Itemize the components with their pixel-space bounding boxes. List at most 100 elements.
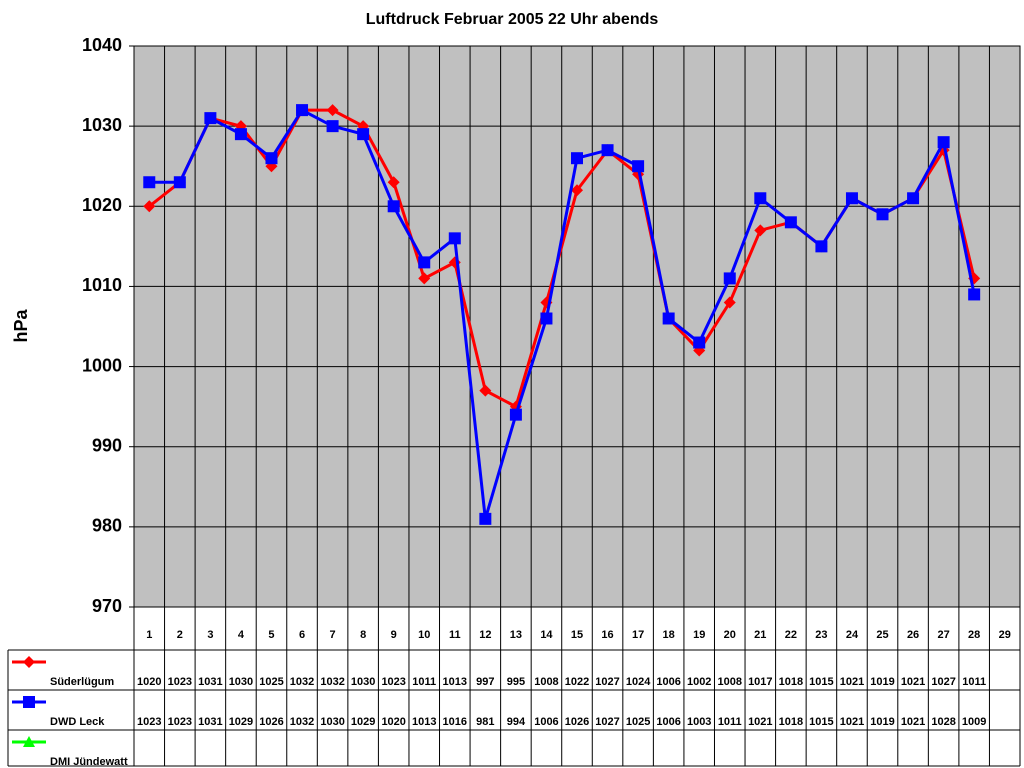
legend-marker [23, 656, 35, 668]
table-value: 1017 [748, 676, 772, 688]
x-tick-label: 28 [968, 629, 980, 641]
x-tick-label: 20 [724, 629, 736, 641]
data-point [326, 120, 339, 133]
table-value: 1020 [137, 676, 161, 688]
table-value: 1021 [901, 676, 925, 688]
table-value: 1013 [412, 716, 436, 728]
data-point [479, 512, 492, 525]
x-tick-label: 22 [785, 629, 797, 641]
data-point [907, 192, 920, 205]
table-value: 1018 [779, 716, 803, 728]
x-tick-label: 24 [846, 629, 859, 641]
data-point [326, 104, 339, 117]
table-value: 1032 [290, 716, 314, 728]
table-value: 1021 [901, 716, 925, 728]
y-tick-label: 1020 [82, 195, 122, 215]
legend-label: Süderlügum [50, 676, 114, 688]
table-value: 1030 [320, 716, 344, 728]
table-value: 1013 [443, 676, 467, 688]
table-value: 1023 [168, 716, 192, 728]
data-point [204, 112, 217, 125]
table-value: 1021 [840, 676, 864, 688]
table-value: 1029 [351, 716, 375, 728]
table-value: 1009 [962, 716, 986, 728]
y-tick-label: 1000 [82, 355, 122, 375]
table-value: 1008 [718, 676, 742, 688]
table-value: 1023 [168, 676, 192, 688]
table-value: 1011 [962, 676, 986, 688]
data-point [968, 288, 981, 301]
data-point [143, 200, 156, 213]
table-value: 1032 [290, 676, 314, 688]
x-tick-label: 27 [937, 629, 949, 641]
legend-label: DMI Jündewatt [50, 756, 128, 768]
data-point [387, 176, 400, 189]
data-point [601, 144, 614, 157]
table-value: 1018 [779, 676, 803, 688]
table-value: 1031 [198, 676, 222, 688]
table-value: 1008 [534, 676, 558, 688]
x-tick-label: 6 [299, 629, 305, 641]
table-value: 1022 [565, 676, 589, 688]
data-point [387, 200, 400, 213]
table-value: 1026 [565, 716, 589, 728]
x-tick-label: 17 [632, 629, 644, 641]
y-tick-label: 1040 [82, 35, 122, 55]
table-value: 1024 [626, 676, 651, 688]
table-value: 1016 [443, 716, 467, 728]
table-value: 1020 [381, 716, 405, 728]
data-point [754, 192, 767, 205]
data-point [540, 312, 553, 325]
table-value: 1030 [229, 676, 253, 688]
plot-area [133, 45, 1021, 608]
table-value: 1002 [687, 676, 711, 688]
legend-marker [23, 696, 35, 708]
table-value: 1003 [687, 716, 711, 728]
data-point [723, 272, 736, 285]
y-tick-label: 990 [92, 435, 122, 455]
table-value: 1019 [870, 716, 894, 728]
legend-marker [23, 736, 35, 747]
data-point [784, 216, 797, 229]
x-tick-label: 23 [815, 629, 827, 641]
y-tick-label: 1010 [82, 275, 122, 295]
table-value: 994 [507, 716, 526, 728]
table-value: 1031 [198, 716, 222, 728]
data-point [509, 408, 522, 421]
data-point [143, 176, 156, 189]
table-value: 1006 [656, 716, 680, 728]
x-tick-label: 26 [907, 629, 919, 641]
table-value: 1021 [748, 716, 772, 728]
x-tick-label: 8 [360, 629, 366, 641]
x-tick-label: 5 [268, 629, 274, 641]
table-value: 995 [507, 676, 525, 688]
data-point [571, 152, 583, 165]
x-tick-label: 25 [876, 629, 888, 641]
data-point [448, 232, 461, 245]
table-value: 981 [476, 716, 494, 728]
data-point [234, 128, 247, 141]
x-tick-label: 10 [418, 629, 430, 641]
table-value: 1027 [595, 716, 619, 728]
x-tick-label: 3 [207, 629, 213, 641]
data-point [937, 136, 950, 149]
data-point [173, 176, 186, 189]
table-value: 1032 [320, 676, 344, 688]
data-point [662, 312, 675, 325]
y-tick-label: 1030 [82, 115, 122, 135]
x-tick-label: 1 [146, 629, 152, 641]
y-tick-label: 980 [92, 516, 122, 536]
y-tick-label: 970 [92, 596, 122, 616]
table-value: 1021 [840, 716, 864, 728]
table-value: 1025 [626, 716, 650, 728]
table-value: 1026 [259, 716, 283, 728]
table-value: 1019 [870, 676, 894, 688]
x-tick-label: 7 [330, 629, 336, 641]
data-point [296, 104, 309, 117]
data-point [632, 160, 645, 173]
data-point [571, 184, 583, 197]
series-line [149, 108, 976, 520]
data-point [693, 336, 706, 349]
table-value: 1023 [381, 676, 405, 688]
table-value: 1015 [809, 676, 833, 688]
